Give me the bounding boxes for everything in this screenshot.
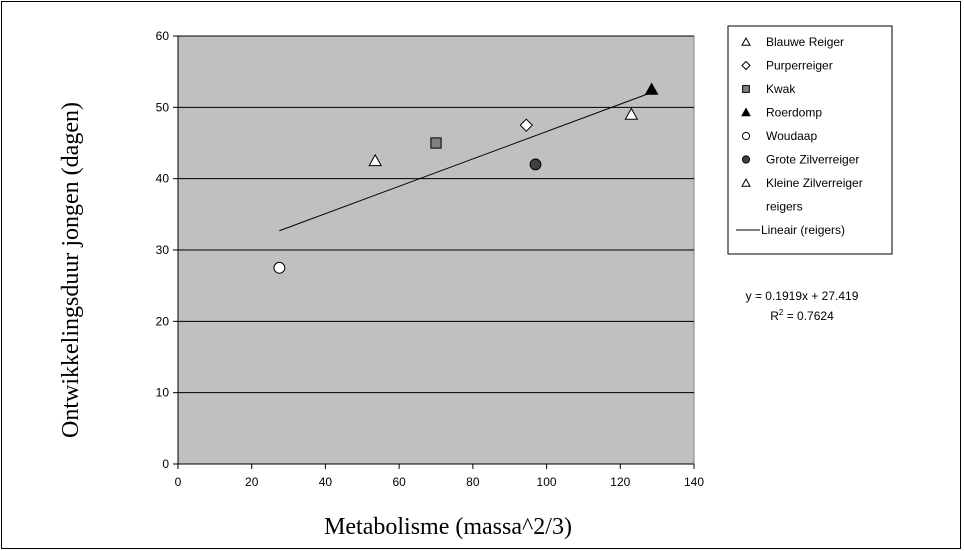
y-tick-label: 30	[156, 243, 170, 257]
x-tick-label: 80	[466, 475, 480, 489]
y-tick-label: 40	[156, 172, 170, 186]
legend-marker	[741, 177, 751, 187]
trendline-equation: y = 0.1919x + 27.419	[746, 289, 859, 303]
legend-marker	[741, 131, 751, 141]
legend-label: Blauwe Reiger	[766, 35, 844, 49]
x-tick-label: 100	[537, 475, 557, 489]
y-tick-label: 10	[156, 386, 170, 400]
y-axis-title: Ontwikkelingsduur jongen (dagen)	[58, 102, 84, 438]
legend-label: Woudaap	[766, 129, 817, 143]
x-tick-label: 0	[175, 475, 182, 489]
r-squared-value: = 0.7624	[783, 309, 834, 323]
x-tick-label: 60	[392, 475, 406, 489]
legend-marker	[741, 155, 751, 164]
r-squared-superscript: 2	[779, 308, 784, 317]
x-tick-label: 140	[684, 475, 704, 489]
legend-box	[727, 25, 893, 255]
data-point-roerdomp	[644, 82, 659, 95]
data-point-grote-zilverreiger	[529, 158, 542, 171]
legend-label: Lineair (reigers)	[761, 223, 845, 237]
y-tick-label: 50	[156, 100, 170, 114]
legend-label: Kleine Zilverreiger	[766, 176, 863, 190]
data-point-blauwe-reiger	[624, 107, 639, 120]
legend-label: Grote Zilverreiger	[766, 153, 859, 167]
legend-marker	[742, 85, 750, 93]
y-tick-label: 0	[162, 457, 169, 471]
x-tick-label: 40	[319, 475, 333, 489]
data-point-kleine-zilverreiger	[368, 153, 383, 167]
legend-label: Purperreiger	[766, 59, 833, 73]
y-tick-label: 60	[156, 29, 170, 43]
x-tick-label: 20	[245, 475, 259, 489]
legend-label: Kwak	[766, 82, 796, 96]
legend-marker	[741, 36, 751, 46]
legend-label: reigers	[766, 200, 803, 214]
data-point-purperreiger	[519, 118, 534, 132]
data-point-woudaap	[273, 261, 286, 274]
legend-marker	[741, 107, 751, 117]
legend-marker	[741, 60, 751, 71]
y-tick-label: 20	[156, 314, 170, 328]
x-tick-label: 120	[610, 475, 630, 489]
trendline	[279, 92, 652, 232]
r-squared-prefix: R	[770, 309, 779, 323]
legend-label: Roerdomp	[766, 106, 822, 120]
data-point-kwak	[430, 137, 442, 149]
trendline-r-squared: R2 = 0.7624	[770, 308, 834, 323]
x-axis-title: Metabolisme (massa^2/3)	[324, 514, 572, 540]
